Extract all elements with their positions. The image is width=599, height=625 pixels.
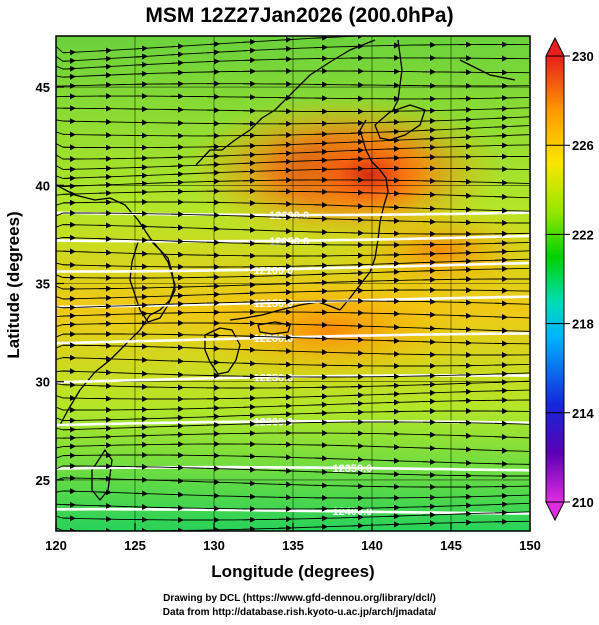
wind-arrow xyxy=(62,49,76,56)
wind-arrow xyxy=(278,150,292,157)
colorbar-tick-label: 210 xyxy=(572,495,594,510)
x-tick-label: 125 xyxy=(124,538,146,553)
wind-arrow xyxy=(98,63,112,70)
wind-arrow xyxy=(206,49,220,56)
wind-arrow xyxy=(62,65,76,72)
contour-label: 12050.0 xyxy=(269,236,309,248)
colorbar-max-arrow xyxy=(545,36,565,57)
x-tick-label: 135 xyxy=(282,538,304,553)
x-axis-label: Longitude (degrees) xyxy=(211,562,374,581)
wind-arrow xyxy=(314,148,328,155)
colorbar-tick-label: 222 xyxy=(572,227,594,242)
wind-arrow xyxy=(170,51,184,58)
wind-arrow xyxy=(458,134,472,141)
wind-arrow xyxy=(134,45,148,52)
x-tick-label: 140 xyxy=(361,538,383,553)
x-axis: 120 125 130 135 140 145 150 xyxy=(45,523,541,553)
y-tick-label: 30 xyxy=(36,375,50,390)
y-tick-label: 35 xyxy=(36,277,50,292)
x-tick-label: 150 xyxy=(519,538,541,553)
wind-arrow xyxy=(278,36,292,43)
credit-data: Data from http://database.rish.kyoto-u.a… xyxy=(162,607,437,618)
credits: Drawing by DCL (https://www.gfd-dennou.o… xyxy=(0,592,599,620)
colorbar-tick-label: 226 xyxy=(572,138,594,153)
colorbar-ticks: 210 214 218 222 226 230 xyxy=(546,49,594,510)
y-axis: 25 30 35 40 45 xyxy=(36,80,64,488)
colorbar: 210 214 218 222 226 230 xyxy=(545,36,594,522)
contour-label: 12150.0 xyxy=(254,298,294,310)
y-tick-label: 25 xyxy=(36,473,50,488)
wind-arrow xyxy=(98,72,112,79)
wind-arrow xyxy=(350,138,364,145)
wind-arrow xyxy=(242,38,256,45)
wind-arrow xyxy=(386,137,400,144)
wind-arrow xyxy=(206,41,220,48)
plot-area: 12000.0 12050.0 12100.0 12150.0 12200.0 12250… xyxy=(4,35,541,581)
contour-line xyxy=(56,465,530,472)
y-tick-label: 45 xyxy=(36,80,50,95)
contour-label: 12250.0 xyxy=(254,372,294,384)
y-tick-label: 40 xyxy=(36,178,50,193)
wind-arrow xyxy=(494,123,508,130)
wind-arrow xyxy=(278,45,292,52)
contour-label: 12300.0 xyxy=(254,417,294,429)
x-tick-label: 145 xyxy=(440,538,462,553)
wind-streamlines xyxy=(56,36,530,531)
colorbar-tick-label: 218 xyxy=(572,317,594,332)
contour-label: 12100.0 xyxy=(254,265,294,277)
colorbar-body xyxy=(545,55,565,503)
wind-arrow xyxy=(98,47,112,54)
wind-arrow xyxy=(134,53,148,60)
wind-arrow xyxy=(422,135,436,142)
wind-arrow xyxy=(458,125,472,132)
wind-arrow xyxy=(170,43,184,50)
wind-arrow xyxy=(170,59,184,66)
wind-arrow xyxy=(422,127,436,134)
credit-drawing: Drawing by DCL (https://www.gfd-dennou.o… xyxy=(163,593,436,604)
wind-arrow xyxy=(62,57,76,64)
contour-label: 12000.0 xyxy=(269,210,309,222)
map-title: MSM 12Z27Jan2026 (200.0hPa) xyxy=(145,4,454,27)
colorbar-min-arrow xyxy=(545,501,565,522)
wind-arrow xyxy=(62,73,76,80)
wind-arrow xyxy=(98,55,112,62)
colorbar-tick-label: 230 xyxy=(572,49,594,64)
wind-arrow xyxy=(350,147,364,154)
wind-arrow xyxy=(134,61,148,68)
wind-arrow xyxy=(314,36,328,41)
wind-arrow xyxy=(494,115,508,122)
contour-label: 12200.0 xyxy=(254,333,294,345)
x-tick-label: 130 xyxy=(203,538,225,553)
warm-core xyxy=(300,130,440,220)
contour-line xyxy=(56,234,530,243)
x-tick-label: 120 xyxy=(45,538,67,553)
colorbar-tick-label: 214 xyxy=(572,406,594,421)
y-axis-label: Latitude (degrees) xyxy=(4,211,23,358)
wind-arrow xyxy=(242,47,256,54)
